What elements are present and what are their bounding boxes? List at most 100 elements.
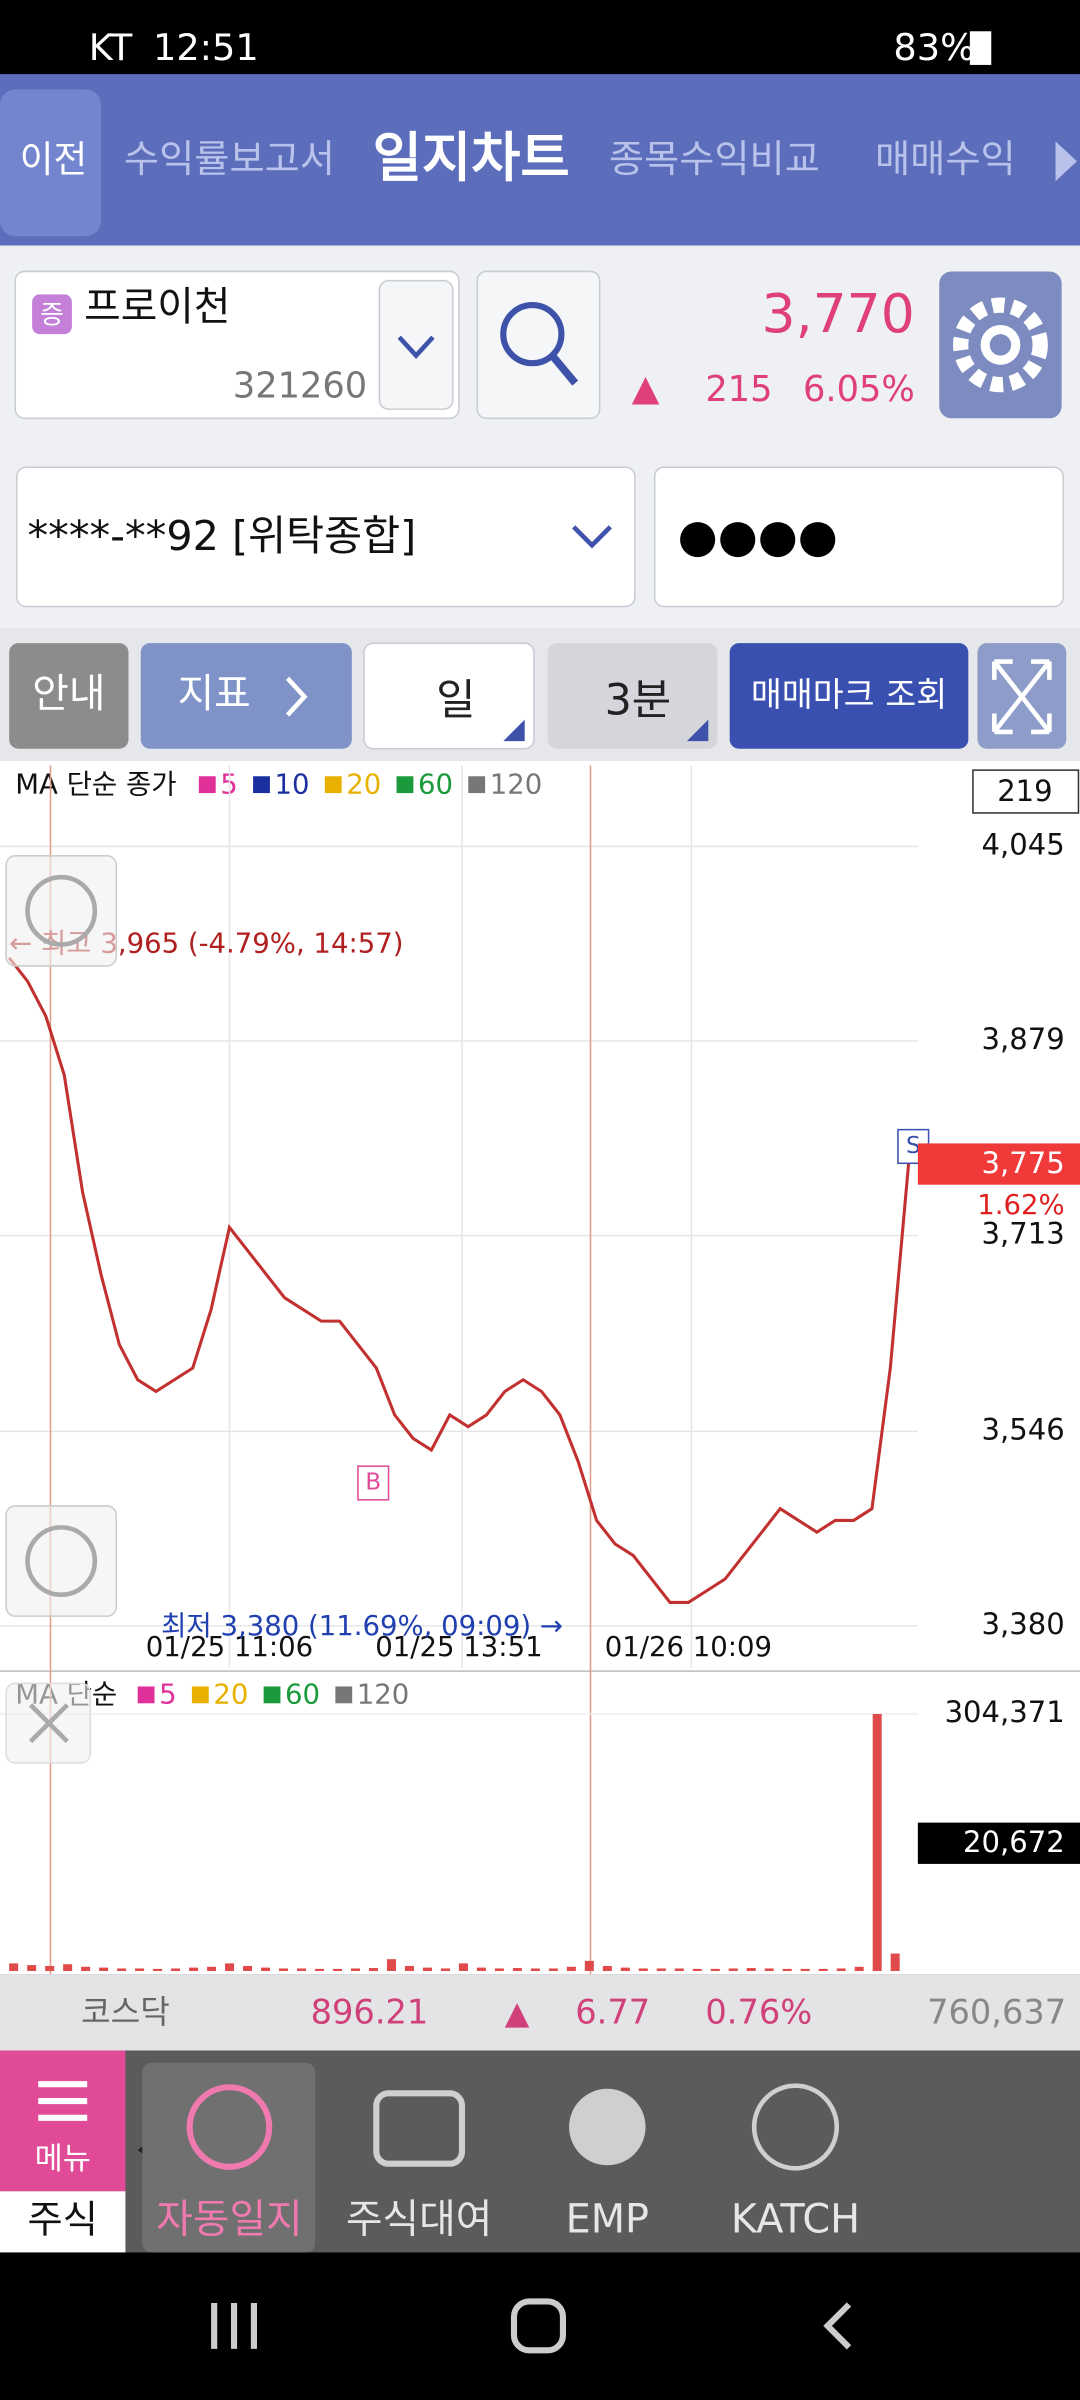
nav-label[interactable]: 주식대여 xyxy=(346,2196,492,2242)
index-bar xyxy=(0,1974,1080,2051)
tab[interactable]: 종목수익비교 xyxy=(609,138,820,182)
volume-bar xyxy=(332,1968,342,1971)
close-line xyxy=(7,956,911,1604)
y-tick-label: 304,371 xyxy=(945,1695,1065,1729)
stock-name: 프로이천 xyxy=(84,284,230,330)
menu-label[interactable]: 메뉴 xyxy=(35,2142,91,2177)
info-button[interactable] xyxy=(9,643,129,749)
home-button[interactable] xyxy=(510,2298,567,2354)
corner-mark xyxy=(503,719,525,742)
y-tick-label: 3,713 xyxy=(982,1217,1065,1251)
nav-label[interactable]: EMP xyxy=(566,2196,649,2242)
x-label: 01/25 13:51 xyxy=(375,1631,542,1663)
volume-bar xyxy=(710,1968,720,1971)
password[interactable]: ●●●● xyxy=(678,509,838,563)
account-select[interactable] xyxy=(16,466,636,608)
menu-button[interactable] xyxy=(0,2050,126,2192)
volume-bar xyxy=(476,1967,486,1971)
trade-mark-button[interactable] xyxy=(729,643,969,749)
stock-dropdown[interactable] xyxy=(378,279,454,410)
volume-bar xyxy=(440,1968,450,1971)
back-nav[interactable] xyxy=(823,2302,852,2350)
price: 3,770 xyxy=(762,282,915,345)
index-change: 6.77 xyxy=(575,1992,650,2031)
legend-title: MA 단순 종가 xyxy=(15,768,176,800)
volume-bar xyxy=(746,1968,756,1971)
nav-icon xyxy=(373,2090,466,2167)
y-tick-label: 3,879 xyxy=(982,1022,1065,1056)
legend-label: 60 xyxy=(418,768,453,800)
volume-bar xyxy=(674,1968,684,1971)
volume-bar xyxy=(81,1966,91,1971)
current-price-box xyxy=(917,1143,1080,1185)
button-label[interactable]: 지표 xyxy=(178,671,251,717)
tab-arrow xyxy=(1055,141,1077,182)
count-box xyxy=(972,769,1080,814)
current-volume-box xyxy=(917,1822,1080,1864)
volume-bar xyxy=(512,1968,522,1971)
button-label[interactable]: 3분 xyxy=(605,675,672,725)
nav-active[interactable] xyxy=(142,2062,316,2253)
volume-bar xyxy=(27,1965,37,1971)
indicator-button[interactable] xyxy=(140,643,352,749)
status-bar xyxy=(0,0,1080,75)
volume-bar xyxy=(638,1968,648,1971)
recent-apps[interactable] xyxy=(211,2302,257,2349)
search-button[interactable] xyxy=(476,270,601,420)
gear-icon xyxy=(989,334,1012,356)
tab[interactable]: 매매수익 xyxy=(875,138,1016,182)
nav-label[interactable]: 주식 xyxy=(28,2198,98,2242)
volume-bar xyxy=(620,1967,630,1971)
legend-label: 10 xyxy=(275,768,310,800)
up-arrow xyxy=(631,376,660,405)
legend-swatch xyxy=(191,1686,209,1704)
expand-icon xyxy=(992,659,1052,735)
volume-bar xyxy=(386,1959,396,1971)
nav-stock[interactable] xyxy=(0,2191,126,2253)
back-button[interactable] xyxy=(0,89,101,237)
zoom-button[interactable] xyxy=(5,855,118,967)
account-number[interactable]: ****-**92 [위탁종합] xyxy=(28,512,417,560)
button-label[interactable]: 안내 xyxy=(32,671,105,717)
carrier: KT xyxy=(89,26,133,69)
candle-count: 219 xyxy=(997,774,1052,808)
chevron xyxy=(572,525,612,549)
volume-bar xyxy=(602,1965,612,1971)
badge xyxy=(32,294,72,335)
legend-label: 120 xyxy=(490,768,543,800)
x-label: 01/26 10:09 xyxy=(605,1631,772,1663)
legend-swatch xyxy=(396,776,414,794)
password-field[interactable] xyxy=(653,466,1064,608)
legend-swatch xyxy=(198,776,216,794)
button-label[interactable]: 매매마크 조회 xyxy=(751,675,947,714)
volume-bar xyxy=(692,1968,702,1971)
volume-bar xyxy=(584,1960,594,1971)
volume-bar xyxy=(764,1968,774,1971)
badge-text: 증 xyxy=(40,300,64,330)
volume-bar xyxy=(836,1968,846,1971)
nav-icon xyxy=(751,2083,840,2171)
zoom-button[interactable] xyxy=(5,1505,118,1617)
current-pct: 1.62% xyxy=(977,1189,1064,1221)
legend-swatch xyxy=(253,776,270,794)
volume-bar xyxy=(872,1713,882,1971)
y-tick-label: 3,546 xyxy=(982,1412,1065,1446)
volume-bar xyxy=(656,1968,666,1971)
x-label: 01/25 11:06 xyxy=(146,1631,313,1663)
nav-icon xyxy=(186,2084,273,2170)
back-label[interactable]: 이전 xyxy=(20,138,88,181)
nav-label[interactable]: KATCH xyxy=(731,2196,860,2242)
stock-box[interactable] xyxy=(14,270,460,420)
tab[interactable]: 수익률보고서 xyxy=(124,138,335,182)
volume-bar xyxy=(225,1963,235,1971)
legend-label: 60 xyxy=(285,1679,320,1711)
period-select[interactable] xyxy=(363,642,535,750)
nav-label[interactable]: 자동일지 xyxy=(156,2196,302,2242)
legend-swatch xyxy=(468,776,486,794)
search-icon xyxy=(549,353,579,386)
legend-swatch xyxy=(324,776,342,794)
button-label[interactable]: 일 xyxy=(436,675,475,725)
interval-select[interactable] xyxy=(547,643,718,749)
volume-bar xyxy=(63,1964,73,1971)
tab-active[interactable]: 일지차트 xyxy=(373,126,570,189)
